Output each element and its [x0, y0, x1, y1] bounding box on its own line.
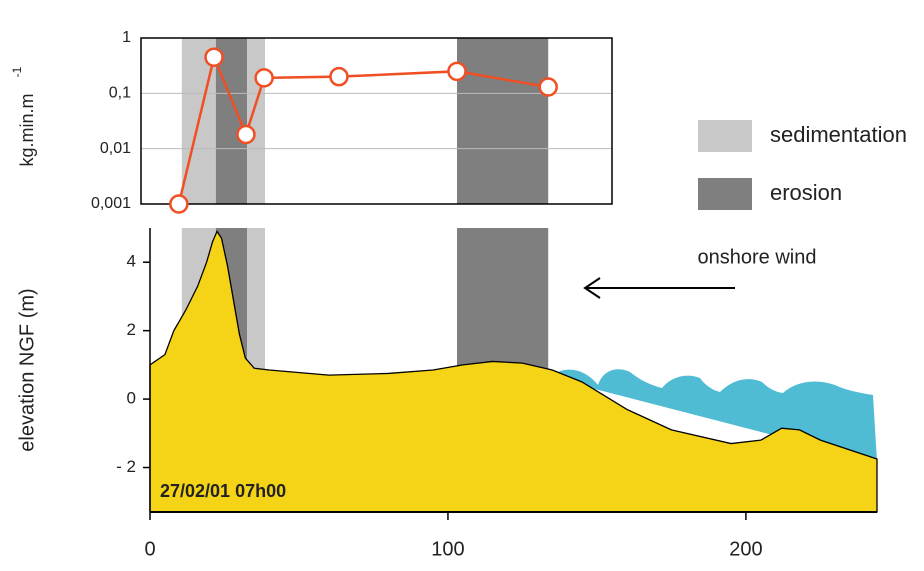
- date-label: 27/02/01 07h00: [160, 481, 286, 501]
- y-axis-label: elevation NGF (m): [16, 288, 38, 451]
- legend-swatch: [698, 120, 752, 152]
- data-point: [169, 194, 189, 214]
- band: [215, 38, 248, 204]
- band: [247, 228, 266, 378]
- x-tick-label: 200: [729, 538, 762, 560]
- y-axis-label-exponent: -1: [10, 66, 24, 77]
- band: [456, 228, 549, 378]
- y-tick-label: 1: [122, 29, 131, 46]
- data-point: [329, 66, 349, 87]
- y-tick-label: 0,001: [91, 195, 131, 212]
- legend-label: sedimentation: [770, 122, 907, 147]
- data-point: [204, 47, 224, 67]
- y-axis-label: kg.min.m: [17, 93, 37, 166]
- wind-label: onshore wind: [698, 246, 817, 268]
- y-tick-label: 0,01: [100, 140, 131, 157]
- y-tick-label: 4: [127, 252, 136, 271]
- terrain-area: [149, 230, 878, 513]
- y-tick-label: 2: [127, 320, 136, 339]
- x-tick-label: 100: [431, 538, 464, 560]
- y-tick-label: 0: [127, 389, 136, 408]
- data-point: [254, 68, 274, 88]
- legend-label: erosion: [770, 180, 842, 205]
- y-tick-label: - 2: [116, 457, 136, 476]
- plot-layer: 1 0,1 0,01 0,001 4 2 0 - 2 0 100 200 sedimentation e…: [91, 29, 907, 560]
- data-point: [538, 77, 558, 97]
- y-tick-label: 0,1: [109, 85, 131, 102]
- data-point: [447, 61, 467, 82]
- plot-frame: [140, 37, 613, 205]
- wind-arrowhead: [583, 277, 601, 299]
- x-tick-label: 0: [144, 538, 155, 560]
- legend-swatch: [698, 178, 752, 210]
- data-point: [236, 124, 256, 145]
- band: [456, 38, 549, 204]
